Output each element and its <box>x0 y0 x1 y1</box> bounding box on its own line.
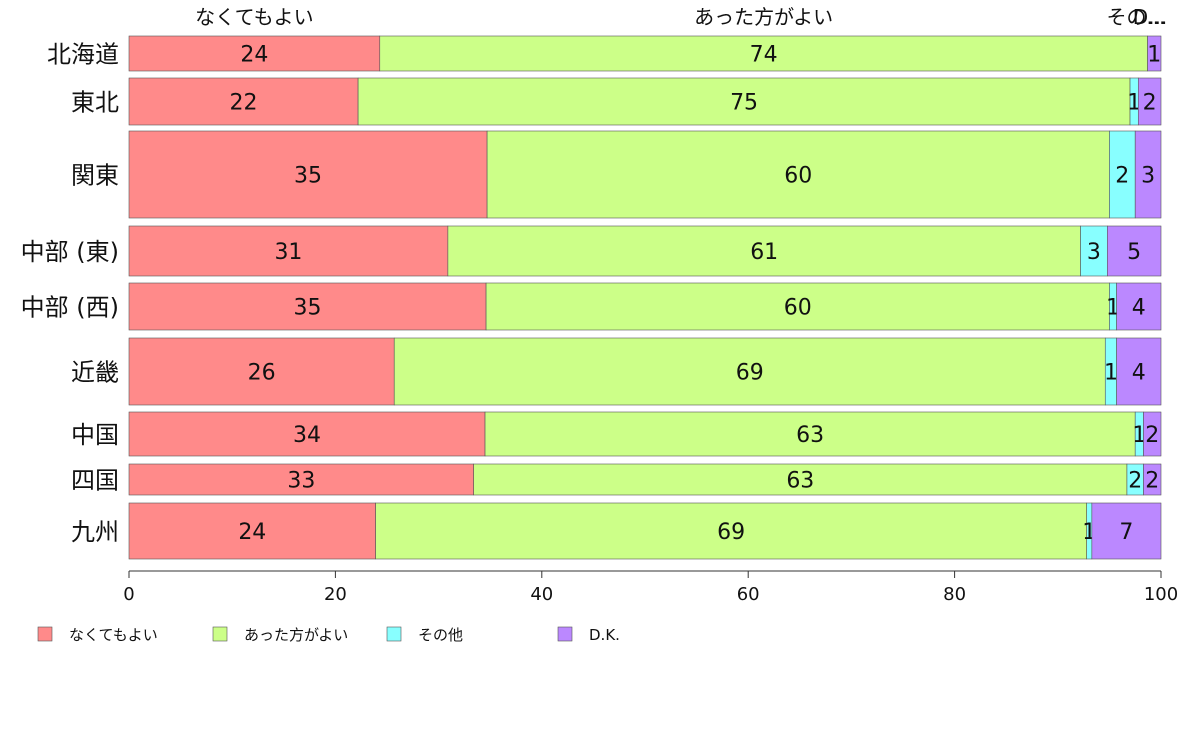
bar-value-label: 2 <box>1128 469 1142 494</box>
bar-value-label: 74 <box>750 43 778 68</box>
top-series-label: D... <box>1133 5 1167 29</box>
category-label: 中部 (西) <box>21 294 119 322</box>
bar-value-label: 1 <box>1127 91 1141 116</box>
bar-segment-1-row-2 <box>128 77 359 126</box>
bar-segment-1-row-9 <box>128 502 376 560</box>
bar-segment-2-row-8 <box>473 463 1128 496</box>
bar-segment-2-row-2 <box>357 77 1131 126</box>
bar-segment-1-row-5 <box>128 282 487 331</box>
bar-value-label: 2 <box>1115 164 1129 189</box>
bar-value-label: 7 <box>1119 520 1133 545</box>
bar-segment-4-row-9 <box>1091 502 1162 560</box>
legend-label: なくてもよい <box>69 626 158 644</box>
x-tick-label: 20 <box>324 584 347 605</box>
bar-value-label: 4 <box>1132 296 1146 321</box>
bar-value-label: 1 <box>1104 361 1118 386</box>
bar-value-label: 63 <box>796 423 824 448</box>
bar-value-label: 69 <box>717 520 745 545</box>
bar-segment-4-row-6 <box>1116 337 1162 406</box>
bar-value-label: 2 <box>1143 91 1157 116</box>
legend-swatch <box>386 626 402 642</box>
x-tick-label: 0 <box>123 584 134 605</box>
bar-value-label: 24 <box>238 520 266 545</box>
category-label: 四国 <box>71 467 119 495</box>
bar-value-label: 2 <box>1145 423 1159 448</box>
bar-segment-4-row-8 <box>1143 463 1162 496</box>
bar-value-label: 4 <box>1132 361 1146 386</box>
bar-segment-2-row-3 <box>486 130 1110 219</box>
bar-value-label: 24 <box>240 43 268 68</box>
bar-segment-2-row-5 <box>485 282 1110 331</box>
bar-value-label: 1 <box>1132 423 1146 448</box>
x-tick-label: 100 <box>1144 584 1178 605</box>
bar-value-label: 35 <box>294 164 322 189</box>
bar-value-label: 1 <box>1147 43 1161 68</box>
bar-segment-4-row-4 <box>1107 225 1162 277</box>
bar-value-label: 5 <box>1127 240 1141 265</box>
legend-swatch <box>557 626 573 642</box>
bar-value-label: 60 <box>784 296 812 321</box>
category-label: 中部 (東) <box>21 238 119 266</box>
category-label: 近畿 <box>71 359 119 387</box>
bar-segment-1-row-4 <box>128 225 449 277</box>
bar-value-label: 35 <box>294 296 322 321</box>
bar-value-label: 34 <box>293 423 321 448</box>
bar-segment-1-row-8 <box>128 463 474 496</box>
bar-segment-1-row-3 <box>128 130 488 219</box>
top-series-labels: なくてもよい あった方がよい その...D... <box>195 5 1167 29</box>
category-label: 中国 <box>71 421 119 449</box>
x-axis: 0 20 40 60 80 100 <box>123 570 1178 605</box>
bar-value-label: 33 <box>287 469 315 494</box>
bar-value-label: 75 <box>730 91 758 116</box>
legend-label: その他 <box>418 626 463 644</box>
bar-segment-2-row-7 <box>484 411 1136 457</box>
x-tick-label: 60 <box>737 584 760 605</box>
bar-segment-2-row-9 <box>375 502 1087 560</box>
category-label: 関東 <box>71 162 119 190</box>
top-series-label: あった方がよい <box>694 5 833 29</box>
bar-segment-1-row-6 <box>128 337 395 406</box>
bar-value-label: 69 <box>736 361 764 386</box>
bar-value-label: 60 <box>784 164 812 189</box>
bar-segment-1-row-7 <box>128 411 486 457</box>
bar-value-label: 22 <box>230 91 258 116</box>
bar-segment-1-row-1 <box>128 35 381 72</box>
bar-value-label: 31 <box>274 240 302 265</box>
bar-value-label: 26 <box>248 361 276 386</box>
bars-group: 24 74 122 75 1 235 60 2 331 61 3 535 60 1 426 69 1 434 63 1… <box>128 35 1162 560</box>
legend-label: D.K. <box>589 626 620 644</box>
bar-segment-4-row-7 <box>1143 411 1162 457</box>
bar-value-label: 2 <box>1145 469 1159 494</box>
legend-swatch <box>212 626 228 642</box>
bar-value-label: 63 <box>786 469 814 494</box>
legend: なくてもよい あった方がよい その他 D.K. <box>37 626 620 644</box>
x-tick-label: 40 <box>530 584 553 605</box>
bar-segment-4-row-2 <box>1137 77 1162 126</box>
legend-swatch <box>37 626 53 642</box>
bar-value-label: 61 <box>750 240 778 265</box>
bar-segment-2-row-1 <box>379 35 1148 72</box>
bar-segment-2-row-6 <box>393 337 1106 406</box>
top-series-label: その... <box>1106 5 1165 29</box>
bar-segment-2-row-4 <box>447 225 1081 277</box>
bar-segment-4-row-1 <box>1147 35 1162 72</box>
bar-value-label: 3 <box>1087 240 1101 265</box>
category-label: 北海道 <box>47 41 119 69</box>
bar-segment-4-row-5 <box>1116 282 1162 331</box>
bar-value-label: 3 <box>1141 164 1155 189</box>
category-label: 九州 <box>71 518 119 546</box>
category-label: 東北 <box>71 89 119 117</box>
bar-segment-4-row-3 <box>1134 130 1162 219</box>
top-series-label: なくてもよい <box>195 5 313 29</box>
x-tick-label: 80 <box>943 584 966 605</box>
legend-label: あった方がよい <box>244 626 348 644</box>
